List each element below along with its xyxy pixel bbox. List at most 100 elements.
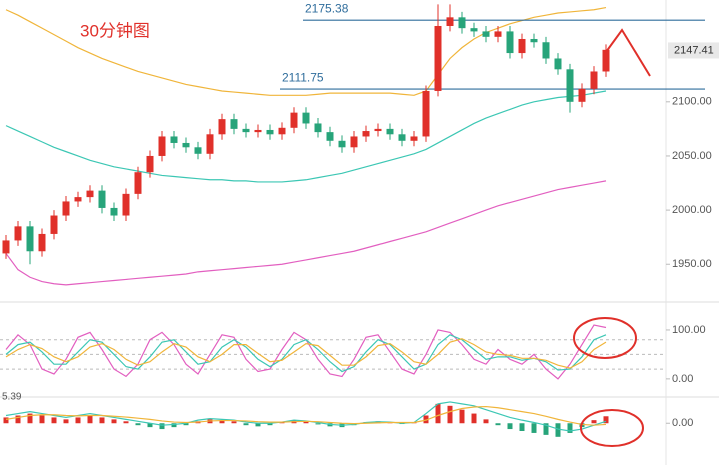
histogram-bar — [111, 419, 117, 424]
histogram-bar — [543, 423, 549, 435]
histogram-bar — [39, 415, 45, 424]
candle-body — [86, 190, 94, 198]
candle-body — [590, 71, 598, 89]
candle-body — [554, 58, 562, 70]
indicator-line — [5, 6, 607, 96]
candle-body — [470, 28, 478, 32]
candle-body — [74, 197, 82, 202]
histogram-bar — [51, 417, 57, 424]
histogram-bar — [435, 403, 441, 424]
histogram-bar — [447, 405, 453, 424]
histogram-bar — [87, 415, 93, 424]
indicator-line — [5, 405, 607, 426]
candle-body — [110, 207, 118, 216]
candle-body — [158, 136, 166, 156]
last-price-label: 2147.41 — [674, 44, 714, 56]
candle-body — [422, 90, 430, 137]
y-tick-label: 1950.00 — [672, 258, 712, 270]
histogram-bar — [135, 423, 141, 426]
candle-body — [338, 140, 346, 148]
histogram-bar — [231, 421, 237, 424]
histogram-bar — [459, 409, 465, 424]
histogram-bar — [495, 423, 501, 426]
candle-body — [62, 201, 70, 216]
candle-body — [14, 226, 22, 241]
candle-body — [206, 134, 214, 154]
candle-body — [494, 31, 502, 37]
histogram-bar — [147, 423, 153, 428]
candle-body — [482, 31, 490, 37]
histogram-bar — [183, 423, 189, 426]
candle-body — [170, 136, 178, 143]
histogram-bar — [423, 415, 429, 424]
candle-body — [194, 147, 202, 154]
candle-body — [314, 123, 322, 133]
histogram-bar — [27, 413, 33, 424]
candle-body — [518, 38, 526, 54]
histogram-bar — [519, 423, 525, 431]
candle-body — [350, 136, 358, 148]
candle-body — [122, 193, 130, 216]
histogram-bar — [15, 415, 21, 424]
histogram-bar — [531, 423, 537, 433]
candle-body — [458, 17, 466, 29]
histogram-bar — [219, 420, 225, 424]
candle-body — [506, 31, 514, 54]
y-tick-label: 2000.00 — [672, 204, 712, 216]
y-tick-label: 100.00 — [672, 324, 706, 336]
histogram-bar — [567, 423, 573, 433]
histogram-bar — [555, 423, 561, 437]
indicator-line — [5, 180, 607, 286]
y-tick-label: 0.00 — [672, 373, 693, 385]
candle-body — [146, 155, 154, 173]
candle-body — [254, 129, 262, 133]
candle-body — [182, 142, 190, 148]
level-label: 2175.38 — [305, 1, 349, 15]
histogram-bar — [507, 423, 513, 430]
histogram-bar — [315, 423, 321, 425]
candle-body — [278, 127, 286, 135]
histogram-bar — [159, 423, 165, 430]
histogram-bar — [123, 421, 129, 424]
candle-body — [446, 17, 454, 26]
candle-body — [242, 128, 250, 133]
candle-body — [50, 215, 58, 234]
candle-body — [410, 136, 418, 141]
histogram-bar — [603, 416, 609, 424]
y-tick-label: 0.00 — [672, 417, 693, 429]
level-label: 2111.75 — [282, 70, 324, 84]
histogram-bar — [303, 421, 309, 424]
candle-body — [302, 112, 310, 124]
y-tick-label: 2100.00 — [672, 96, 712, 108]
indicator-line — [5, 338, 607, 369]
candle-body — [98, 190, 106, 208]
candle-body — [26, 226, 34, 252]
histogram-bar — [267, 423, 273, 426]
histogram-bar — [99, 417, 105, 424]
candle-body — [38, 233, 46, 252]
histogram-bar — [255, 423, 261, 427]
candle-body — [542, 42, 550, 59]
candle-body — [326, 132, 334, 141]
candle-body — [530, 38, 538, 43]
highlight-circle — [580, 409, 644, 447]
candle-body — [290, 112, 298, 128]
indicator-line — [5, 90, 607, 183]
histogram-bar — [75, 417, 81, 424]
candle-body — [2, 240, 10, 254]
histogram-bar — [171, 423, 177, 428]
candle-body — [398, 134, 406, 141]
chart-title: 30分钟图 — [80, 21, 150, 40]
histogram-bar — [591, 420, 597, 424]
candle-body — [578, 88, 586, 102]
histogram-bar — [3, 417, 9, 424]
candle-body — [266, 129, 274, 135]
histogram-bar — [243, 423, 249, 426]
candle-body — [218, 119, 226, 135]
candle-body — [602, 49, 610, 72]
candle-body — [230, 119, 238, 129]
candle-body — [566, 69, 574, 102]
macd-header: 5.39 — [2, 392, 22, 403]
